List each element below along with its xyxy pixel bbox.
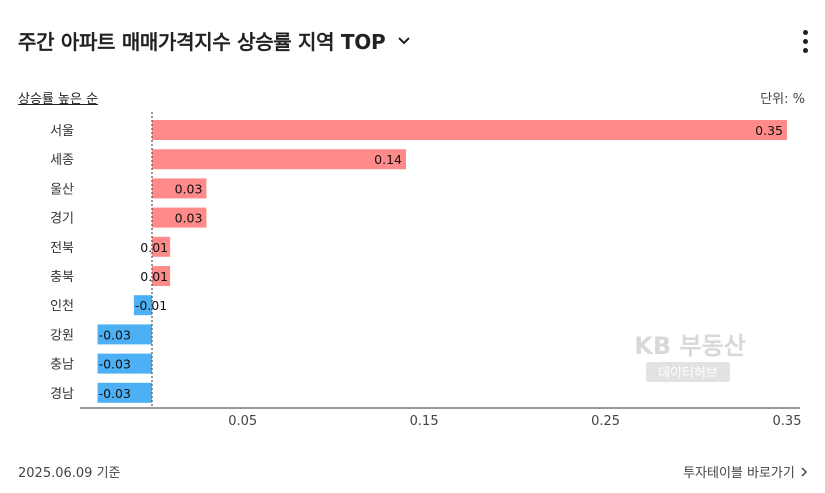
- x-tick-label: 0.25: [591, 414, 620, 429]
- value-label: -0.03: [99, 357, 131, 372]
- category-label: 세종: [50, 153, 74, 168]
- kebab-menu-icon[interactable]: [801, 30, 809, 54]
- value-label: 0.14: [374, 152, 402, 167]
- chevron-down-icon[interactable]: [395, 32, 413, 50]
- category-label: 전북: [50, 241, 74, 256]
- unit-label: 단위: %: [760, 92, 805, 107]
- chart-title: 주간 아파트 매매가격지수 상승률 지역 TOP: [18, 30, 386, 54]
- bar[interactable]: [152, 266, 171, 286]
- bar[interactable]: [97, 324, 152, 345]
- value-label: -0.03: [99, 327, 131, 342]
- category-label: 충남: [50, 358, 74, 373]
- value-label: -0.03: [99, 386, 131, 401]
- category-label: 인천: [50, 299, 74, 314]
- chart-header: 주간 아파트 매매가격지수 상승률 지역 TOP: [18, 26, 413, 55]
- chevron-right-icon: [801, 467, 808, 477]
- watermark-line2-box: [646, 362, 730, 382]
- bar[interactable]: [152, 207, 207, 228]
- bar[interactable]: [152, 149, 406, 170]
- category-label: 서울: [50, 124, 74, 139]
- bar[interactable]: [152, 236, 171, 257]
- bar[interactable]: [133, 295, 152, 316]
- value-label: 0.35: [755, 123, 783, 138]
- bar[interactable]: [152, 120, 787, 140]
- bar[interactable]: [97, 353, 152, 374]
- data-date: 2025.06.09 기준: [18, 466, 121, 481]
- sort-option[interactable]: 상승률 높은 순: [18, 92, 99, 107]
- category-label: 경남: [50, 387, 74, 402]
- watermark-line2: 데이터허브: [658, 366, 718, 381]
- value-label: -0.01: [135, 298, 167, 313]
- category-label: 울산: [50, 182, 74, 197]
- category-label: 경기: [50, 212, 74, 227]
- value-label: 0.01: [140, 269, 168, 284]
- x-tick-label: 0.35: [773, 414, 802, 429]
- value-label: 0.01: [140, 240, 168, 255]
- x-tick-label: 0.15: [410, 414, 439, 429]
- watermark-line1: KB 부동산: [634, 332, 746, 360]
- category-label: 충북: [50, 270, 74, 285]
- value-label: 0.03: [175, 181, 203, 196]
- invest-table-link[interactable]: 투자테이블 바로가기: [683, 462, 809, 481]
- category-label: 강원: [50, 328, 74, 343]
- bar[interactable]: [152, 178, 207, 199]
- value-label: 0.03: [175, 211, 203, 226]
- invest-table-link-label: 투자테이블 바로가기: [683, 466, 795, 481]
- x-tick-label: 0.05: [228, 414, 257, 429]
- bar[interactable]: [97, 382, 152, 403]
- bar-chart: KB 부동산 데이터허브 0.35 0.14 0.03 0.03 0.01 0.01 -0.…: [50, 112, 802, 429]
- kb-watermark: KB 부동산 데이터허브: [634, 332, 746, 382]
